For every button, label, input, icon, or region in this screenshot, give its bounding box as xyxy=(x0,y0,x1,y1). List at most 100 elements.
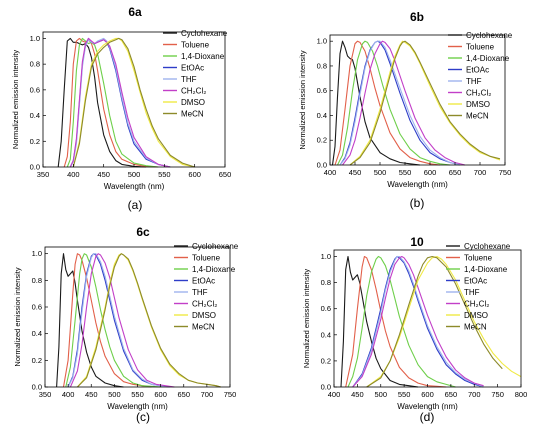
y-tick-label: 0.4 xyxy=(32,329,42,338)
series-line-3 xyxy=(339,40,461,166)
legend-label: Cyclohexane xyxy=(192,242,239,251)
y-tick-label: 0.6 xyxy=(321,304,331,313)
x-tick-label: 700 xyxy=(468,390,481,399)
x-tick-label: 450 xyxy=(351,390,364,399)
y-tick-label: 0.6 xyxy=(30,85,40,94)
x-tick-label: 400 xyxy=(324,168,337,177)
legend-label: CH₂Cl₂ xyxy=(466,89,491,98)
legend-label: EtOAc xyxy=(192,277,215,286)
x-tick-label: 700 xyxy=(201,390,214,399)
chart-panel-0: 6a (a) 350 400 450 500 550 600 650 0.0 0.2 0.4 0.6 0.… xyxy=(11,5,231,212)
series-line-5 xyxy=(69,37,171,168)
legend-label: EtOAc xyxy=(466,66,489,75)
legend-label: EtOAc xyxy=(464,277,487,286)
y-axis-label: Normalized emission intensity xyxy=(298,50,307,149)
x-tick-label: 700 xyxy=(474,168,487,177)
series-group xyxy=(56,253,221,388)
x-tick-label: 750 xyxy=(224,390,237,399)
series-line-2 xyxy=(337,40,451,166)
series-group xyxy=(331,40,501,166)
legend-label: MeCN xyxy=(464,323,487,332)
series-line-5 xyxy=(69,253,175,388)
series-line-0 xyxy=(56,253,124,388)
chart-caption: (c) xyxy=(136,410,150,424)
series-line-1 xyxy=(63,37,159,168)
series-line-5 xyxy=(352,255,484,388)
series-line-5 xyxy=(342,40,466,166)
legend-label: DMSO xyxy=(192,311,216,320)
legend-label: DMSO xyxy=(181,98,205,107)
x-tick-label: 500 xyxy=(374,168,387,177)
chart-panel-3: 10 (d) 400 450 500 550 600 650 700 750 800 0.0 0.2 0.… xyxy=(302,235,527,424)
legend-label: 1,4-Dioxane xyxy=(466,54,510,63)
chart-caption: (d) xyxy=(420,410,435,424)
legend-label: Cyclohexane xyxy=(181,29,228,38)
legend-label: THF xyxy=(464,288,480,297)
x-tick-label: 650 xyxy=(449,168,462,177)
legend-label: EtOAc xyxy=(181,64,204,73)
series-line-4 xyxy=(352,255,484,388)
chart-panel-1: 6b (b) 400 450 500 550 600 650 700 750 0.0 0.2 0.4 0.… xyxy=(298,10,513,210)
legend: Cyclohexane Toluene 1,4-Dioxane EtOAc THF CH₂… xyxy=(163,29,228,119)
y-tick-label: 0.8 xyxy=(32,276,42,285)
y-tick-label: 0.2 xyxy=(32,356,42,365)
legend-label: Toluene xyxy=(181,41,210,50)
legend-label: Toluene xyxy=(192,254,221,263)
x-tick-label: 800 xyxy=(515,390,528,399)
legend-label: CH₂Cl₂ xyxy=(464,300,489,309)
x-tick-label: 400 xyxy=(62,390,75,399)
legend-label: Toluene xyxy=(464,254,493,263)
chart-caption: (a) xyxy=(128,198,143,212)
x-tick-label: 750 xyxy=(491,390,504,399)
y-tick-label: 0.0 xyxy=(321,383,331,392)
y-tick-label: 0.4 xyxy=(30,111,40,120)
plot-frame xyxy=(329,34,506,166)
y-tick-label: 0.0 xyxy=(317,161,327,170)
x-tick-label: 450 xyxy=(85,390,98,399)
x-tick-label: 550 xyxy=(398,390,411,399)
y-tick-label: 0.2 xyxy=(317,136,327,145)
series-line-6 xyxy=(72,37,195,168)
series-line-2 xyxy=(347,255,456,388)
series-line-6 xyxy=(349,40,501,166)
legend-label: CH₂Cl₂ xyxy=(192,300,217,309)
x-tick-label: 550 xyxy=(399,168,412,177)
series-line-1 xyxy=(345,255,447,388)
series-line-3 xyxy=(67,253,170,388)
series-line-0 xyxy=(331,40,421,166)
x-tick-label: 350 xyxy=(37,170,50,179)
legend-label: CH₂Cl₂ xyxy=(181,87,206,96)
x-tick-label: 400 xyxy=(67,170,80,179)
chart-title: 10 xyxy=(410,235,424,249)
y-tick-label: 1.0 xyxy=(321,252,331,261)
legend-label: MeCN xyxy=(192,323,215,332)
series-line-7 xyxy=(77,253,221,388)
x-axis-label: Wavelength (nm) xyxy=(387,180,448,189)
x-axis-label: Wavelength (nm) xyxy=(104,182,165,191)
x-tick-label: 600 xyxy=(424,168,437,177)
chart-title: 6a xyxy=(128,5,142,19)
x-tick-label: 400 xyxy=(328,390,341,399)
x-tick-label: 450 xyxy=(97,170,110,179)
y-tick-label: 0.4 xyxy=(317,111,327,120)
x-tick-label: 500 xyxy=(108,390,121,399)
series-line-3 xyxy=(352,255,484,388)
series-line-7 xyxy=(349,40,501,166)
series-line-2 xyxy=(65,253,161,388)
x-tick-label: 550 xyxy=(158,170,171,179)
x-tick-label: 350 xyxy=(39,390,52,399)
series-line-7 xyxy=(366,255,503,388)
x-tick-label: 650 xyxy=(219,170,232,179)
chart-title: 6b xyxy=(410,10,424,24)
series-line-6 xyxy=(366,255,522,388)
x-tick-label: 650 xyxy=(445,390,458,399)
y-tick-label: 0.2 xyxy=(321,356,331,365)
chart-panel-2: 6c (c) 350 400 450 500 550 600 650 700 750 0.0 0.2 0.… xyxy=(13,225,239,424)
legend-label: 1,4-Dioxane xyxy=(464,265,508,274)
x-tick-label: 550 xyxy=(131,390,144,399)
legend-label: THF xyxy=(192,288,208,297)
chart-title: 6c xyxy=(136,225,150,239)
legend-label: Toluene xyxy=(466,43,495,52)
y-tick-label: 0.6 xyxy=(317,86,327,95)
